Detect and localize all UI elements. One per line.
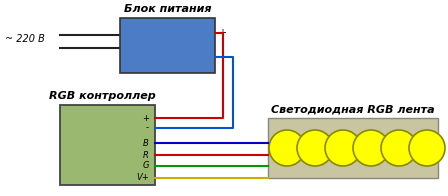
Circle shape xyxy=(325,130,361,166)
Circle shape xyxy=(269,130,305,166)
Bar xyxy=(268,118,438,178)
Text: Светодиодная RGB лента: Светодиодная RGB лента xyxy=(271,104,435,114)
Bar xyxy=(120,18,215,73)
Text: -: - xyxy=(146,123,149,132)
Circle shape xyxy=(409,130,445,166)
Circle shape xyxy=(297,130,333,166)
Text: R: R xyxy=(143,151,149,160)
Text: -: - xyxy=(218,52,221,62)
Text: B: B xyxy=(143,139,149,148)
Text: ~ 220 В: ~ 220 В xyxy=(5,34,45,44)
Text: G: G xyxy=(142,162,149,171)
Text: V+: V+ xyxy=(136,173,149,182)
Circle shape xyxy=(353,130,389,166)
Bar xyxy=(60,105,155,185)
Text: RGB контроллер: RGB контроллер xyxy=(49,91,156,101)
Text: Блок питания: Блок питания xyxy=(124,4,211,14)
Text: +: + xyxy=(218,28,226,38)
Text: +: + xyxy=(142,113,149,122)
Circle shape xyxy=(381,130,417,166)
